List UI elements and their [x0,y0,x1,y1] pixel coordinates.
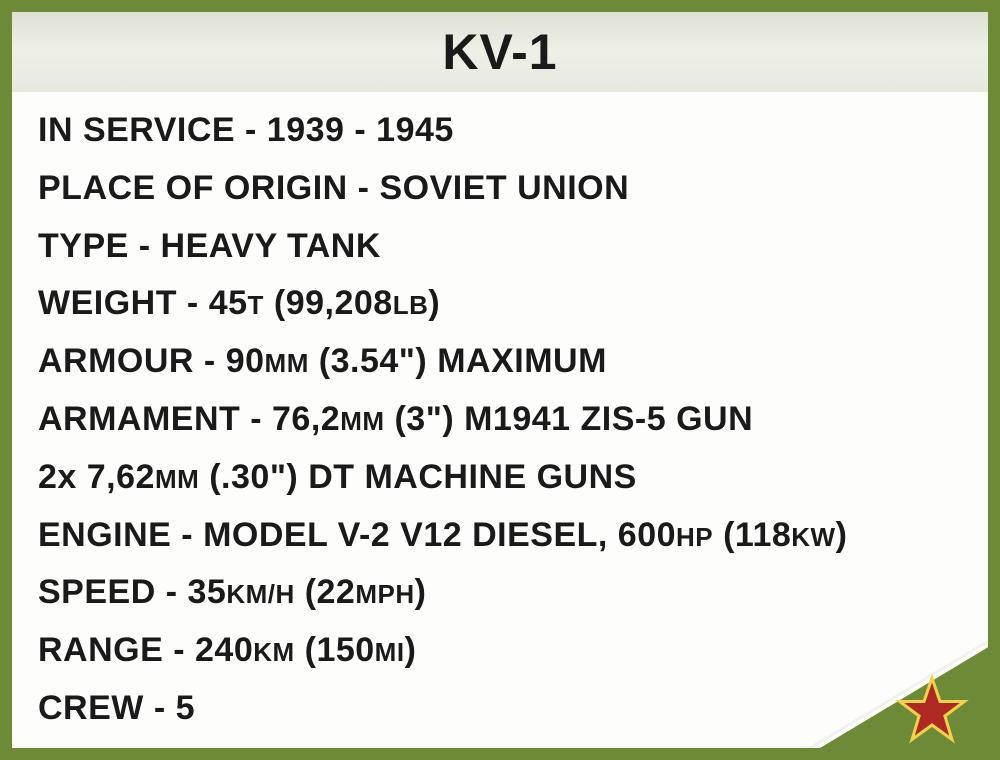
spec-text: (150 [295,631,375,669]
spec-engine: ENGINE - MODEL V-2 V12 DIESEL, 600HP (11… [38,507,962,565]
title: KV-1 [442,23,557,81]
spec-text: ARMAMENT - 76,2 [38,400,340,438]
unit: T [248,290,264,320]
spec-in-service: IN SERVICE - 1939 - 1945 [38,102,962,160]
spec-text: ) [836,516,848,554]
unit: KW [791,522,835,552]
spec-text: SPEED - 35 [38,573,226,611]
spec-text: (99,208 [264,284,393,322]
spec-place-of-origin: PLACE OF ORIGIN - SOVIET UNION [38,160,962,218]
spec-text: ) [415,573,427,611]
spec-speed: SPEED - 35KM/H (22MPH) [38,564,962,622]
spec-text: (3") M1941 ZIS-5 GUN [385,400,754,438]
spec-armour: ARMOUR - 90MM (3.54") MAXIMUM [38,333,962,391]
unit: LB [393,290,429,320]
unit: KM [253,637,294,667]
unit: KM/H [226,579,294,609]
spec-weight: WEIGHT - 45T (99,208LB) [38,275,962,333]
unit: MM [340,406,384,436]
spec-text: (22 [295,573,356,611]
spec-text: ) [428,284,440,322]
spec-armament: ARMAMENT - 76,2MM (3") M1941 ZIS-5 GUN [38,391,962,449]
corner-badge [760,620,988,748]
spec-type: TYPE - HEAVY TANK [38,218,962,276]
spec-text: ARMOUR - 90 [38,342,265,380]
spec-machine-guns: 2x 7,62MM (.30") DT MACHINE GUNS [38,449,962,507]
unit: MM [265,348,309,378]
spec-panel: KV-1 IN SERVICE - 1939 - 1945 PLACE OF O… [12,12,988,748]
unit: MPH [355,579,414,609]
spec-text: WEIGHT - 45 [38,284,248,322]
spec-text: (3.54") MAXIMUM [309,342,607,380]
spec-text: (118 [713,516,791,554]
unit: MI [375,637,405,667]
title-band: KV-1 [12,12,988,92]
unit: MM [155,464,199,494]
spec-text: ) [405,631,417,669]
spec-text: 2x 7,62 [38,458,155,496]
unit: HP [676,522,713,552]
spec-text: (.30") DT MACHINE GUNS [199,458,637,496]
corner-svg [760,620,988,748]
spec-text: RANGE - 240 [38,631,253,669]
spec-text: ENGINE - MODEL V-2 V12 DIESEL, 600 [38,516,676,554]
spec-card: KV-1 IN SERVICE - 1939 - 1945 PLACE OF O… [0,0,1000,760]
